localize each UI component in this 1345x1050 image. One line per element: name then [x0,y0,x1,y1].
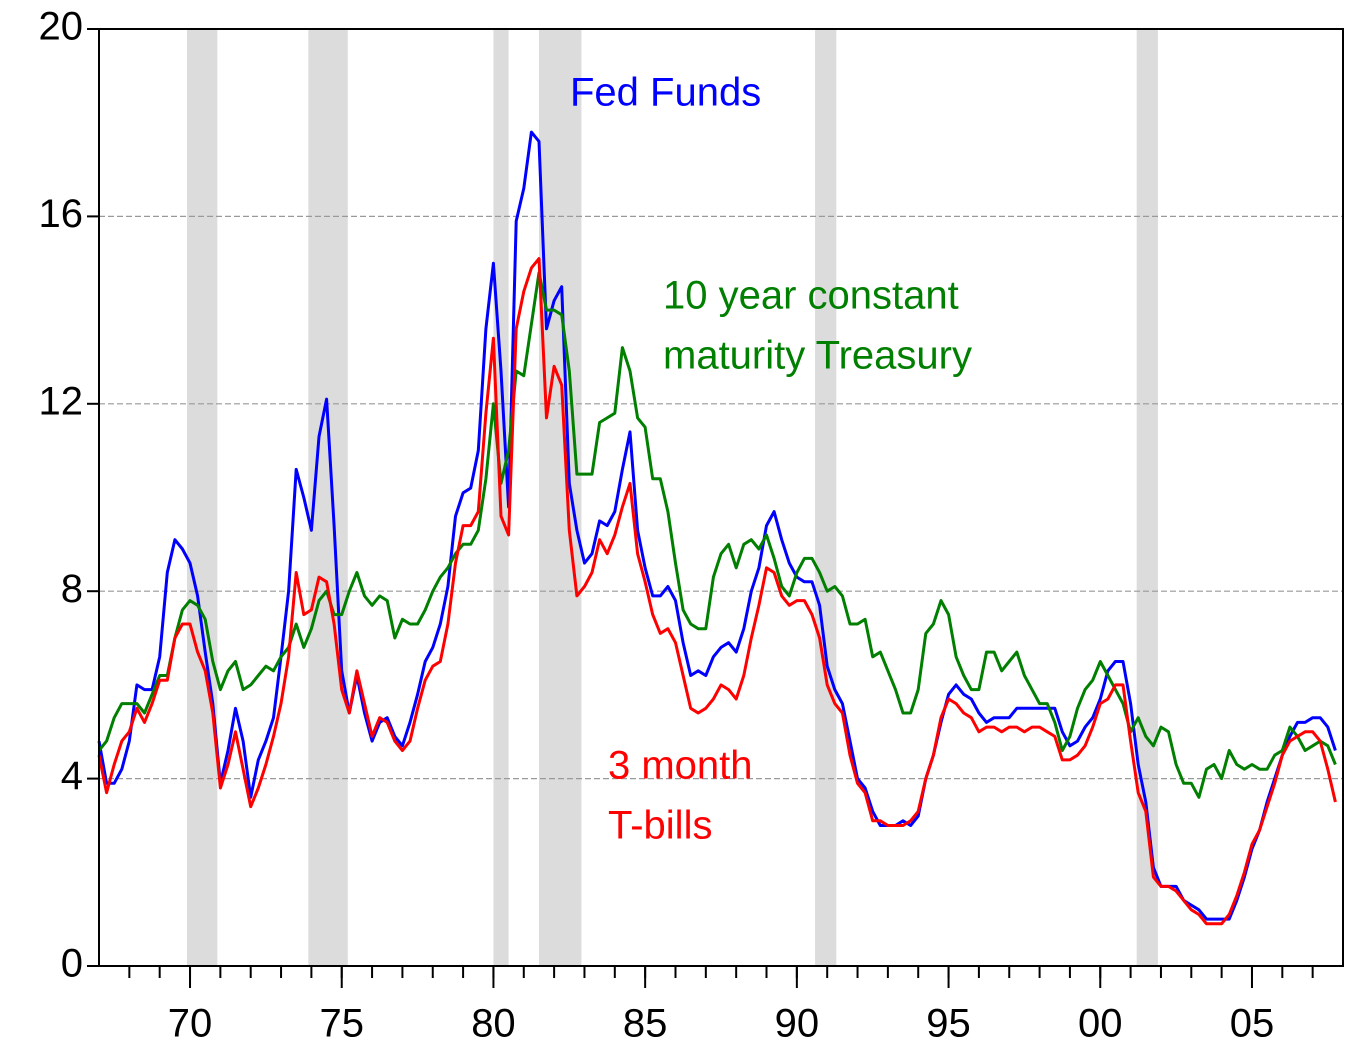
x-tick-label: 05 [1230,1002,1275,1046]
x-tick-label: 80 [471,1002,516,1046]
recession-band [1136,29,1158,966]
y-tick-label: 4 [61,754,83,798]
x-tick-label: 00 [1078,1002,1123,1046]
annotation: maturity Treasury [663,334,972,378]
y-tick-label: 16 [39,192,84,236]
recession-band [186,29,218,966]
recession-band [815,29,837,966]
plot-frame [98,28,1344,967]
series-line [97,130,1337,921]
x-tick-label: 75 [319,1002,364,1046]
x-tick-label: 95 [926,1002,971,1046]
y-tick-label: 8 [61,567,83,611]
annotation: T-bills [608,804,712,848]
y-tick-label: 20 [39,5,84,49]
annotation: 3 month [608,744,753,788]
annotation: 10 year constant [663,274,959,318]
x-tick-label: 85 [623,1002,668,1046]
x-tick-label: 90 [775,1002,820,1046]
y-tick-label: 12 [39,379,84,423]
y-tick-label: 0 [61,942,83,986]
recession-band [538,29,582,966]
x-tick-label: 70 [168,1002,213,1046]
annotation: Fed Funds [570,71,761,115]
series-line [97,257,1337,926]
